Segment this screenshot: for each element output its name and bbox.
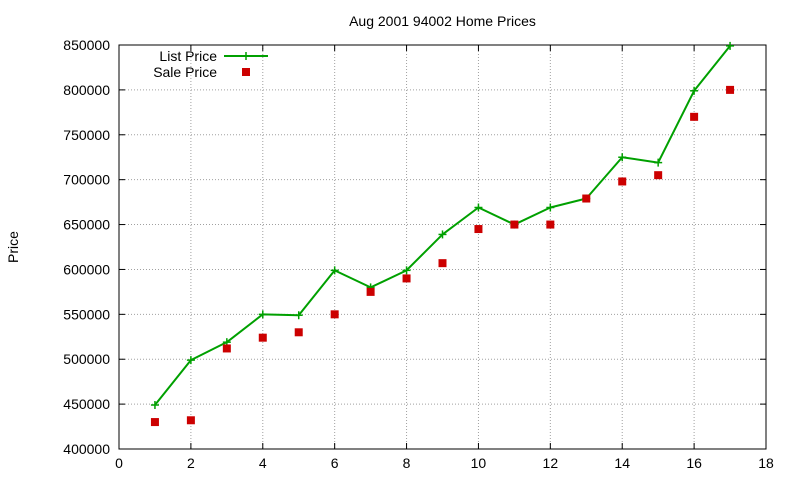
y-tick-label: 600000: [63, 261, 110, 277]
plot-frame: [118, 44, 767, 450]
tick-marks: [118, 44, 767, 450]
list-price-point: [618, 153, 627, 162]
series-sale-price: [150, 85, 735, 427]
list-price-point: [186, 356, 195, 365]
x-tick-label: 14: [614, 455, 630, 471]
series-layer: [150, 41, 735, 427]
list-price-line: [154, 45, 731, 406]
y-tick-label: 400000: [63, 441, 110, 457]
x-tick-label: 4: [259, 455, 267, 471]
x-tick-label: 8: [403, 455, 411, 471]
grid: [119, 45, 766, 449]
legend-marker-sale-price: [242, 68, 250, 76]
y-tick-label: 700000: [63, 172, 110, 188]
tick-labels: 0 2 4 6 8 10 12 14 16 18 400000 450000 500000 550000 6…: [63, 37, 774, 471]
list-price-point: [438, 230, 447, 239]
y-tick-label: 550000: [63, 306, 110, 322]
list-price-point: [294, 311, 303, 320]
y-tick-label: 800000: [63, 82, 110, 98]
x-tick-label: 10: [471, 455, 487, 471]
legend-marker-list-price: [242, 52, 250, 60]
series-list-price: [150, 41, 735, 410]
sale-price-point: [330, 310, 339, 319]
y-tick-label: 450000: [63, 396, 110, 412]
y-axis-label: Price: [5, 231, 21, 263]
x-tick-label: 12: [543, 455, 559, 471]
x-tick-label: 6: [331, 455, 339, 471]
sale-price-point: [618, 177, 627, 186]
x-tick-label: 18: [758, 455, 774, 471]
list-price-point: [546, 203, 555, 212]
legend-label-list-price: List Price: [159, 48, 217, 64]
sale-price-point: [402, 274, 411, 283]
x-tick-label: 0: [115, 455, 123, 471]
list-price-point: [654, 158, 663, 167]
list-price-point: [474, 203, 483, 212]
sale-price-point: [654, 171, 663, 180]
sale-price-point: [150, 418, 159, 427]
legend-label-sale-price: Sale Price: [153, 64, 217, 80]
sale-price-point: [546, 220, 555, 229]
legend: List Price Sale Price: [153, 48, 268, 80]
sale-price-point: [222, 344, 231, 353]
sale-price-point: [294, 328, 303, 337]
y-tick-label: 850000: [63, 37, 110, 53]
list-price-point: [258, 310, 267, 319]
y-tick-label: 650000: [63, 217, 110, 233]
sale-price-point: [186, 416, 195, 425]
x-tick-label: 2: [187, 455, 195, 471]
sale-price-point: [366, 287, 375, 296]
list-price-point: [690, 86, 699, 95]
y-tick-label: 750000: [63, 127, 110, 143]
sale-price-point: [474, 225, 483, 234]
list-price-point: [330, 266, 339, 275]
list-price-point: [150, 401, 159, 410]
list-price-point: [726, 41, 735, 50]
sale-price-point: [582, 194, 591, 203]
y-tick-label: 500000: [63, 351, 110, 367]
list-price-point: [402, 266, 411, 275]
sale-price-point: [510, 220, 519, 229]
x-tick-label: 16: [686, 455, 702, 471]
chart-title: Aug 2001 94002 Home Prices: [349, 13, 536, 29]
sale-price-point: [690, 112, 699, 121]
sale-price-point: [258, 333, 267, 342]
sale-price-point: [726, 85, 735, 94]
sale-price-point: [438, 259, 447, 268]
